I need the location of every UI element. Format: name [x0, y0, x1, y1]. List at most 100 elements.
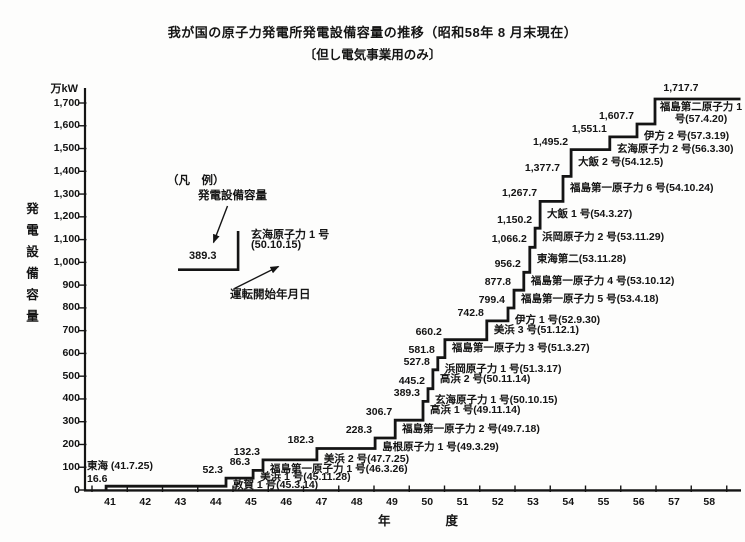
x-tick-label: 51	[456, 495, 469, 508]
y-tick-label: 400	[62, 392, 80, 405]
step-value-label: 1,377.7	[524, 162, 560, 175]
y-tick-label: 1,600	[53, 119, 80, 132]
y-tick-label: 1,300	[53, 187, 80, 200]
step-plant-label: 美浜 2 号(47.7.25)	[323, 452, 410, 465]
x-tick-label: 53	[527, 495, 539, 508]
step-plant-label: 東海 (41.7.25)	[87, 460, 153, 473]
x-tick-label: 44	[209, 495, 222, 508]
step-plant-label: 浜岡原子力 1 号(51.3.17)	[444, 362, 562, 375]
y-axis-unit: 万kW	[50, 83, 79, 95]
y-tick-label: 200	[62, 437, 80, 450]
y-tick-label: 1,500	[53, 142, 80, 155]
x-tick-label: 52	[491, 495, 504, 508]
x-tick-label: 45	[245, 495, 257, 508]
step-plant-label: 玄海原子力 2 号(56.3.30)	[616, 142, 734, 155]
legend-sample-date: (50.10.15)	[251, 239, 302, 251]
legend-arrow-capacity	[212, 205, 229, 244]
x-tick-label: 47	[315, 495, 328, 508]
step-value-label: 581.8	[408, 343, 435, 356]
step-value-label: 228.3	[345, 424, 373, 437]
step-plant-label: 高浜 1 号(49.11.14)	[430, 404, 521, 417]
step-value-label: 16.6	[87, 472, 108, 485]
step-plant-label: 伊方 1 号(52.9.30)	[514, 313, 601, 326]
step-plant-label: 敦賀 1 号(45.3.14)	[232, 479, 319, 492]
y-tick-label: 1,000	[53, 255, 80, 268]
step-value-label: 799.4	[478, 294, 505, 307]
step-plant-label: 福島第一原子力 6 号(54.10.24)	[569, 182, 714, 195]
step-value-label: 52.3	[202, 464, 223, 477]
step-plant-label: 東海第二(53.11.28)	[536, 253, 627, 266]
x-tick-label: 41	[104, 495, 116, 508]
x-axis-label: 年度	[378, 514, 514, 528]
step-value-label: 86.3	[229, 456, 251, 469]
x-tick-label: 49	[386, 495, 398, 508]
step-plant-label: 高浜 2 号(50.11.14)	[439, 372, 531, 385]
chart-subtitle: 〔但し電気事業用のみ〕	[303, 48, 442, 62]
step-path	[104, 97, 741, 491]
legend-sample-value: 389.3	[189, 250, 217, 262]
step-plant-label: 浜岡原子力 2 号(53.11.29)	[542, 231, 665, 244]
step-value-label: 1,717.7	[663, 81, 699, 94]
legend-date-label: 運転開始年月日	[230, 289, 311, 301]
step-plant-label: 大飯 2 号(54.12.5)	[578, 156, 664, 169]
chart-title: 我が国の原子力発電所発電設備容量の推移（昭和58年 8 月末現在）	[167, 25, 578, 40]
y-tick-label: 300	[62, 415, 80, 428]
step-value-label: 389.3	[393, 387, 421, 400]
step-plant-label: 福島第一原子力 1 号(46.3.26)	[269, 463, 408, 476]
x-tick-label: 55	[597, 495, 610, 508]
y-tick-label: 1,200	[53, 210, 80, 223]
step-value-label: 956.2	[494, 258, 521, 271]
y-tick-label: 700	[62, 324, 80, 337]
x-tick-label: 42	[139, 495, 152, 508]
x-tick-label: 57	[668, 495, 680, 508]
step-value-label: 1,551.1	[571, 122, 607, 135]
step-plant-label: 伊方 2 号(57.3.19)	[643, 129, 730, 142]
y-axis-title: 発電設備容量	[24, 202, 38, 331]
step-value-label: 742.8	[457, 306, 484, 319]
x-tick-label: 43	[174, 495, 187, 508]
step-plant-label: 福島第一原子力 5 号(53.4.18)	[520, 292, 659, 305]
x-tick-label: 54	[562, 495, 575, 508]
step-plant-label: 福島第二原子力 1 号(57.4.20)	[659, 100, 743, 125]
y-tick-label: 1,700	[53, 96, 80, 109]
x-tick-label: 46	[280, 495, 293, 508]
step-value-label: 132.3	[233, 445, 260, 458]
step-value-label: 877.8	[484, 276, 511, 289]
step-value-label: 445.2	[398, 374, 425, 387]
step-value-label: 1,150.2	[497, 214, 533, 227]
y-tick-label: 100	[62, 460, 80, 473]
x-tick-label: 58	[703, 495, 716, 508]
step-plant-label: 大飯 1 号(54.3.27)	[547, 208, 633, 221]
legend-sample-name: 玄海原子力 1 号	[251, 229, 330, 241]
step-plant-label: 福島第一原子力 3 号(51.3.27)	[451, 342, 590, 355]
step-plant-label: 美浜 1 号(45.11.28)	[260, 471, 351, 484]
legend-title: （凡 例）	[167, 175, 225, 187]
step-value-label: 182.3	[287, 434, 314, 447]
y-tick-label: 0	[74, 483, 80, 496]
y-tick-label: 1,100	[53, 233, 80, 246]
step-value-label: 660.2	[415, 325, 442, 338]
y-tick-label: 1,400	[53, 164, 80, 177]
legend-capacity-label: 発電設備容量	[198, 190, 267, 202]
y-tick-label: 600	[62, 346, 80, 359]
x-tick-label: 48	[350, 495, 363, 508]
x-tick-label: 56	[632, 495, 645, 508]
y-tick-label: 500	[62, 369, 80, 382]
step-value-label: 1,607.7	[598, 110, 634, 122]
step-value-label: 1,267.7	[502, 187, 538, 200]
step-plant-label: 島根原子力 1 号(49.3.29)	[382, 441, 499, 454]
x-tick-label: 50	[421, 495, 434, 508]
step-value-label: 1,066.2	[491, 233, 527, 246]
legend-arrow-date	[234, 265, 280, 290]
y-tick-label: 900	[62, 278, 80, 291]
legend-step-shape	[178, 231, 240, 271]
step-value-label: 527.8	[403, 355, 430, 368]
step-value-label: 1,495.2	[533, 135, 569, 148]
step-plant-label: 福島第一原子力 4 号(53.10.12)	[530, 274, 675, 287]
y-tick-label: 800	[62, 301, 80, 314]
step-value-label: 306.7	[365, 406, 393, 419]
